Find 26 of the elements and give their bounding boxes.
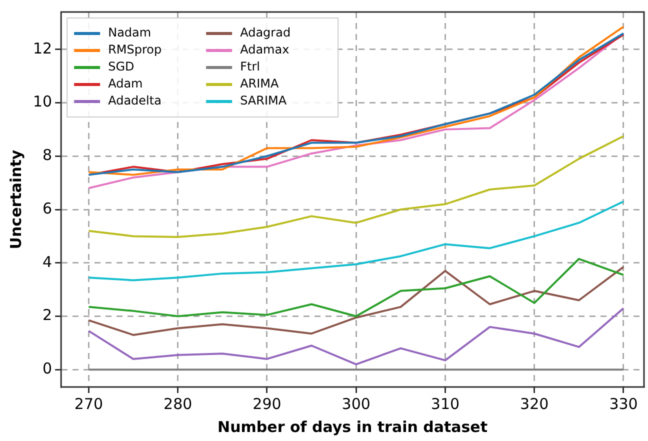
legend-label: Adam: [108, 76, 143, 91]
y-tick-label: 12: [32, 39, 52, 58]
x-tick-label: 320: [520, 394, 549, 413]
y-tick-label: 4: [42, 252, 52, 271]
legend-label: Nadam: [108, 26, 152, 40]
x-tick-label: 330: [609, 394, 638, 413]
legend-label: Ftrl: [240, 60, 260, 74]
x-axis-title: Number of days in train dataset: [218, 418, 488, 436]
y-tick-label: 2: [42, 306, 52, 324]
x-tick-label: 300: [342, 394, 370, 413]
legend-label: SARIMA: [240, 94, 288, 108]
y-tick-label: 6: [42, 199, 52, 218]
legend-label: Adamax: [240, 42, 290, 57]
y-tick-label: 8: [42, 146, 52, 164]
legend-label: Adagrad: [240, 26, 291, 40]
y-tick-label: 0: [42, 360, 52, 378]
x-tick-label: 280: [164, 394, 192, 413]
x-tick-label: 310: [430, 394, 460, 413]
y-axis-title: Uncertainty: [6, 150, 25, 250]
legend-label: ARIMA: [240, 76, 280, 91]
legend-label: SGD: [108, 60, 134, 74]
y-tick-label: 10: [32, 92, 52, 111]
x-tick-label: 270: [74, 394, 104, 413]
x-tick-label: 290: [252, 394, 282, 413]
legend-label: Adadelta: [108, 94, 162, 108]
legend-label: RMSprop: [108, 42, 162, 57]
